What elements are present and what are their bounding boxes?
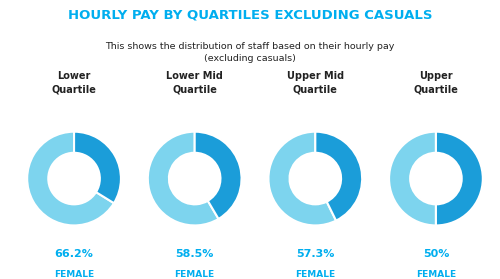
Text: Upper
Quartile: Upper Quartile [414, 71, 459, 94]
Text: 66.2%: 66.2% [54, 249, 94, 259]
Wedge shape [148, 132, 218, 225]
Text: FEMALE: FEMALE [295, 270, 336, 279]
Text: HOURLY PAY BY QUARTILES EXCLUDING CASUALS: HOURLY PAY BY QUARTILES EXCLUDING CASUAL… [68, 8, 432, 21]
Text: 58.5%: 58.5% [176, 249, 214, 259]
Wedge shape [316, 132, 362, 221]
Wedge shape [27, 132, 114, 225]
Text: Upper Mid
Quartile: Upper Mid Quartile [287, 71, 344, 94]
Wedge shape [268, 132, 336, 225]
Text: Lower
Quartile: Lower Quartile [52, 71, 96, 94]
Text: FEMALE: FEMALE [416, 270, 456, 279]
Text: FEMALE: FEMALE [174, 270, 214, 279]
Wedge shape [436, 132, 483, 225]
Text: 50%: 50% [423, 249, 449, 259]
Wedge shape [389, 132, 436, 225]
Text: FEMALE: FEMALE [54, 270, 94, 279]
Text: This shows the distribution of staff based on their hourly pay
(excluding casual: This shows the distribution of staff bas… [106, 42, 395, 63]
Wedge shape [74, 132, 121, 203]
Wedge shape [194, 132, 242, 219]
Text: 57.3%: 57.3% [296, 249, 335, 259]
Text: Lower Mid
Quartile: Lower Mid Quartile [166, 71, 223, 94]
